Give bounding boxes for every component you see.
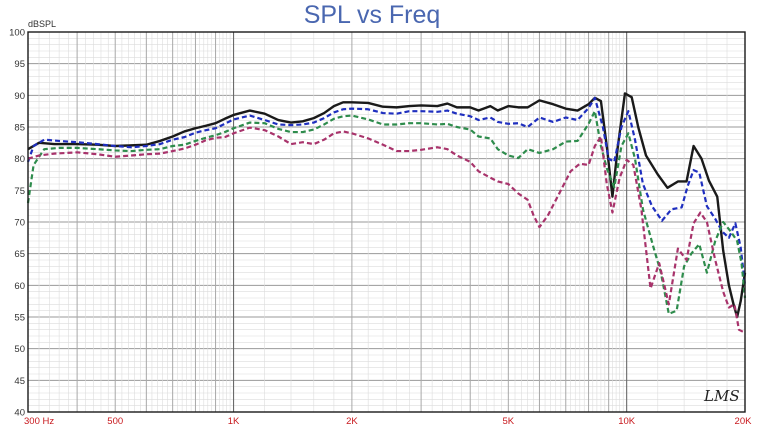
lms-logo: LMS bbox=[703, 387, 740, 405]
x-tick-label: 2K bbox=[346, 416, 358, 427]
y-tick-label: 55 bbox=[14, 313, 25, 324]
y-tick-label: 60 bbox=[14, 281, 25, 292]
x-tick-label: 500 bbox=[107, 416, 123, 427]
y-tick-labels: 40 45 50 55 60 65 70 75 80 85 90 95 100 bbox=[9, 28, 25, 419]
grid bbox=[28, 32, 745, 412]
y-tick-label: 70 bbox=[14, 218, 25, 229]
y-tick-label: 90 bbox=[14, 91, 25, 102]
chart-title: SPL vs Freq bbox=[304, 1, 441, 29]
series-line-4 bbox=[27, 126, 746, 334]
y-tick-label: 95 bbox=[14, 59, 25, 70]
y-tick-label: 100 bbox=[9, 28, 25, 39]
series-layer bbox=[26, 92, 747, 334]
y-axis-label: dBSPL bbox=[28, 19, 56, 29]
y-tick-label: 45 bbox=[14, 376, 25, 387]
y-tick-label: 80 bbox=[14, 154, 25, 165]
x-tick-labels: 300 Hz 500 1K 2K 5K 10K 20K bbox=[24, 416, 752, 427]
y-tick-label: 85 bbox=[14, 123, 25, 134]
y-tick-label: 40 bbox=[14, 408, 25, 419]
y-tick-label: 75 bbox=[14, 186, 25, 197]
y-tick-label: 50 bbox=[14, 344, 25, 355]
x-tick-label: 1K bbox=[228, 416, 240, 427]
series-line-3 bbox=[26, 110, 747, 315]
x-tick-label: 5K bbox=[503, 416, 515, 427]
x-tick-label: 300 Hz bbox=[24, 416, 54, 427]
y-tick-label: 65 bbox=[14, 249, 25, 260]
x-tick-label: 20K bbox=[735, 416, 753, 427]
series-line-1 bbox=[27, 92, 747, 319]
x-tick-label: 10K bbox=[618, 416, 636, 427]
plot-frame bbox=[27, 31, 746, 413]
series-line-2 bbox=[26, 96, 747, 286]
